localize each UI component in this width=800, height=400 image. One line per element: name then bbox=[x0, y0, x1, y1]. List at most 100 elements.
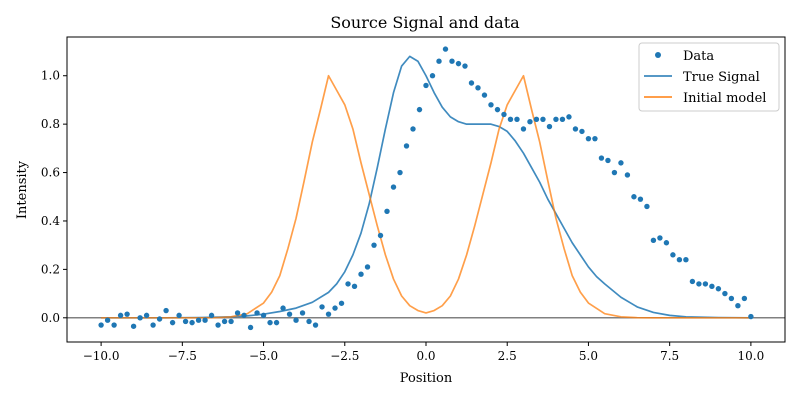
data-point bbox=[566, 114, 572, 120]
data-point bbox=[241, 312, 247, 319]
x-axis-label: Position bbox=[400, 371, 453, 386]
x-tick-label: 10.0 bbox=[738, 349, 765, 363]
data-point bbox=[130, 323, 137, 329]
data-point bbox=[189, 319, 195, 326]
data-point bbox=[429, 73, 436, 79]
data-point bbox=[267, 319, 273, 326]
data-point bbox=[182, 318, 189, 325]
x-tick-label: −5.0 bbox=[249, 349, 278, 363]
x-tick-label: 5.0 bbox=[579, 349, 598, 363]
data-point bbox=[442, 46, 449, 52]
data-point bbox=[462, 63, 468, 69]
data-point bbox=[345, 281, 351, 287]
data-point bbox=[579, 128, 585, 135]
data-point bbox=[228, 318, 234, 325]
y-tick-label: 0.2 bbox=[41, 262, 60, 276]
data-point bbox=[104, 317, 111, 323]
y-tick-label: 1.0 bbox=[41, 69, 60, 83]
data-point bbox=[384, 208, 390, 214]
data-point bbox=[397, 169, 403, 176]
y-tick-label: 0.8 bbox=[41, 117, 60, 131]
data-point bbox=[163, 307, 169, 314]
data-point bbox=[488, 102, 494, 108]
data-point bbox=[273, 319, 280, 326]
data-point bbox=[124, 311, 130, 317]
data-point bbox=[293, 317, 299, 323]
data-point bbox=[520, 126, 527, 132]
data-point bbox=[611, 169, 618, 176]
data-point bbox=[637, 196, 644, 202]
data-point bbox=[234, 310, 241, 316]
legend: Data True Signal Initial model bbox=[638, 42, 780, 112]
data-point bbox=[325, 311, 332, 317]
y-tick-label: 0.4 bbox=[41, 214, 60, 228]
data-point bbox=[702, 281, 709, 287]
data-point bbox=[98, 322, 104, 328]
data-point bbox=[475, 85, 481, 91]
data-point bbox=[319, 304, 325, 310]
data-point bbox=[657, 235, 663, 241]
data-point bbox=[117, 312, 124, 319]
data-point bbox=[436, 58, 442, 64]
data-point bbox=[553, 116, 559, 123]
data-point bbox=[260, 312, 267, 319]
legend-box bbox=[638, 42, 780, 112]
data-point bbox=[202, 317, 208, 323]
data-point bbox=[169, 319, 176, 326]
data-point bbox=[676, 257, 683, 263]
data-point bbox=[605, 157, 611, 164]
data-point bbox=[572, 126, 579, 132]
data-point bbox=[650, 237, 657, 244]
data-point bbox=[689, 278, 696, 285]
data-point bbox=[696, 281, 702, 287]
data-point bbox=[670, 252, 676, 258]
data-point bbox=[631, 194, 637, 200]
data-point bbox=[735, 302, 741, 309]
data-point bbox=[501, 111, 507, 118]
series-line-initial-model bbox=[101, 74, 751, 319]
series-line-true-signal bbox=[101, 55, 751, 319]
x-tick-label: −2.5 bbox=[330, 349, 359, 363]
data-point bbox=[208, 312, 215, 319]
data-point bbox=[728, 295, 735, 302]
data-point bbox=[137, 315, 143, 321]
data-point bbox=[481, 92, 488, 98]
x-tick-label: 7.5 bbox=[660, 349, 679, 363]
legend-marker-data bbox=[655, 52, 661, 58]
data-point bbox=[592, 135, 598, 142]
data-point bbox=[709, 283, 715, 290]
data-point bbox=[195, 317, 202, 323]
data-point bbox=[507, 116, 514, 123]
data-point bbox=[364, 264, 371, 270]
data-point bbox=[176, 312, 182, 319]
data-point bbox=[306, 318, 312, 325]
chart-title: Source Signal and data bbox=[330, 13, 520, 32]
data-point bbox=[618, 160, 624, 166]
data-point bbox=[299, 310, 306, 316]
data-point bbox=[351, 283, 358, 290]
data-point bbox=[715, 286, 722, 292]
data-point bbox=[741, 295, 748, 302]
data-point bbox=[540, 116, 546, 123]
x-tick-label: −7.5 bbox=[168, 349, 197, 363]
data-point bbox=[468, 80, 475, 86]
data-point bbox=[312, 322, 319, 328]
data-point bbox=[644, 203, 650, 210]
data-point bbox=[358, 271, 364, 277]
data-point bbox=[150, 322, 156, 328]
data-point bbox=[221, 318, 228, 325]
data-point bbox=[286, 311, 293, 317]
data-point bbox=[371, 242, 377, 248]
data-point bbox=[156, 316, 163, 322]
data-point bbox=[494, 106, 501, 113]
y-tick-label: 0.0 bbox=[41, 311, 60, 325]
data-point bbox=[527, 119, 533, 125]
x-tick-label: 0.0 bbox=[416, 349, 435, 363]
data-point bbox=[455, 60, 462, 67]
data-point bbox=[559, 116, 566, 123]
legend-label-data: Data bbox=[683, 49, 714, 64]
data-point bbox=[624, 172, 631, 178]
data-point bbox=[598, 155, 605, 161]
data-point bbox=[111, 322, 117, 328]
